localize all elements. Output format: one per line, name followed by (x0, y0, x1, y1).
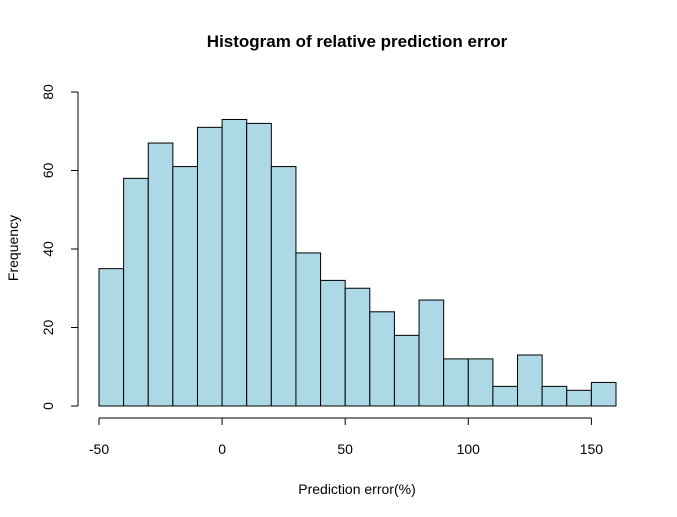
histogram-bar (221, 118, 248, 407)
histogram-bar (344, 287, 371, 407)
histogram-bar (418, 299, 445, 407)
histogram-bar (369, 311, 395, 407)
y-axis: 0 20 40 60 80 (40, 84, 79, 410)
histogram-bar (123, 177, 149, 407)
histogram-bar (492, 385, 519, 407)
histogram-bar (147, 142, 174, 407)
x-tick-label: 100 (457, 441, 481, 457)
histogram-bar (517, 354, 543, 407)
y-tick-label: 40 (40, 241, 56, 257)
histogram-bar (295, 252, 322, 407)
histogram-bar (270, 166, 297, 407)
histogram-bar (246, 122, 272, 407)
bars-group (98, 118, 617, 407)
histogram-bar (467, 358, 494, 407)
y-axis-label: Frequency (5, 215, 21, 281)
histogram-bar (541, 385, 568, 407)
y-tick-label: 60 (40, 163, 56, 179)
x-axis: -50 0 50 100 150 (89, 417, 604, 457)
chart-title: Histogram of relative prediction error (207, 32, 508, 51)
histogram-bar (320, 279, 346, 407)
histogram-bar (590, 381, 617, 407)
x-tick-label: -50 (89, 441, 109, 457)
x-tick-label: 0 (218, 441, 226, 457)
histogram-bar (443, 358, 469, 407)
histogram-bar (566, 389, 592, 407)
histogram-bar (172, 166, 198, 407)
y-tick-label: 0 (40, 402, 56, 410)
histogram-bar (393, 334, 420, 407)
x-tick-label: 50 (337, 441, 353, 457)
x-tick-label: 150 (580, 441, 604, 457)
y-tick-label: 20 (40, 320, 56, 336)
x-axis-label: Prediction error(%) (298, 481, 415, 497)
y-tick-label: 80 (40, 84, 56, 100)
histogram-bar (196, 126, 223, 407)
histogram-bar (98, 268, 125, 407)
